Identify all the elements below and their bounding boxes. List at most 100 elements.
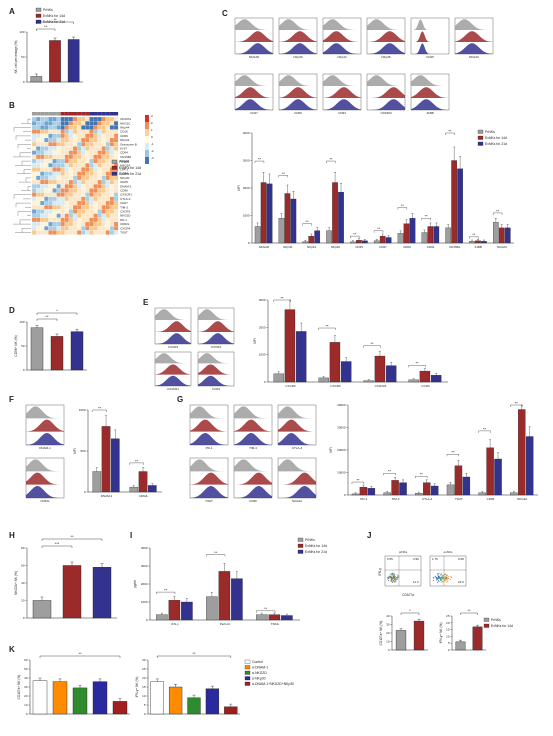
color-scale-label: 0 [151, 135, 153, 139]
heatmap-cell [31, 221, 37, 227]
histogram-curve [367, 19, 405, 30]
flow-event [396, 577, 398, 579]
flow-event [441, 575, 443, 577]
heatmap-row-label: CD69 [120, 134, 128, 138]
panel-letter-g: G [177, 395, 183, 404]
bar [350, 241, 356, 244]
heatmap-cell [97, 125, 102, 130]
heatmap-cell [48, 221, 53, 227]
heatmap-cell [113, 217, 119, 223]
heatmap-cell [81, 179, 86, 185]
y-axis-label: IFN-γ+ NK (%) [135, 677, 139, 698]
y-tick-label: 30 [386, 623, 390, 627]
significance-bracket [397, 207, 407, 210]
y-tick-label: 0 [84, 490, 86, 494]
heatmap-cell [77, 188, 82, 193]
heatmap-cell [113, 142, 119, 147]
legend-label: α-NKp30 [252, 677, 266, 681]
flow-event [435, 579, 437, 581]
heatmap-cell [89, 192, 94, 197]
heatmap-cell [81, 163, 86, 168]
y-tick-label: 2000 [141, 582, 148, 586]
heatmap-cell [36, 179, 41, 185]
y-tick-label: 3000 [259, 298, 266, 302]
histogram-curve [278, 406, 316, 419]
heatmap-cell [89, 200, 94, 206]
heatmap-cell [77, 179, 82, 185]
heatmap-cell [68, 213, 74, 218]
heatmap-cell [52, 142, 57, 147]
heatmap-cell [31, 142, 37, 147]
y-tick-label: 10 [446, 634, 450, 638]
heatmap-cell [109, 121, 115, 126]
heatmap-row-label: NKG2D [120, 214, 131, 218]
heatmap-cell [36, 221, 41, 227]
histogram-curve [411, 19, 449, 30]
heatmap-cell [64, 205, 69, 210]
bar [290, 198, 297, 244]
histogram-frame [410, 17, 450, 55]
histogram-curve [235, 19, 273, 30]
significance-bracket [302, 223, 312, 226]
histogram-label: CX3CR1 [167, 387, 179, 391]
heatmap-cell [44, 171, 49, 176]
bar [92, 567, 112, 619]
heatmap-cell [68, 226, 74, 231]
histogram-curve [411, 31, 449, 42]
heatmap-cell [36, 129, 41, 134]
heatmap-cell [101, 184, 106, 189]
heatmap-cell [40, 192, 45, 197]
significance-mark: ** [472, 232, 476, 237]
legend-swatch [35, 19, 42, 24]
heatmap-cell [93, 175, 98, 181]
heatmap-cell [44, 230, 49, 235]
heatmap-row-label: NKG2A [120, 163, 130, 167]
heatmap-cell [60, 209, 65, 214]
heatmap-cell [60, 217, 65, 223]
heatmap-row-label: CD96 [120, 189, 128, 193]
heatmap-cell [40, 121, 45, 126]
heatmap-cell [64, 158, 69, 164]
heatmap-cell [81, 150, 86, 155]
quadrant-value: 0.68 [458, 557, 464, 561]
y-tick-label: 3000 [243, 159, 250, 163]
heatmap-cell [77, 196, 82, 202]
flow-event [443, 580, 445, 582]
heatmap-cell [31, 137, 37, 143]
heatmap-cell [93, 179, 98, 185]
x-tick-label: IFN-γ [171, 622, 179, 626]
heatmap-cell [89, 230, 94, 235]
heatmap-cell [77, 158, 82, 164]
heatmap-cell [85, 121, 90, 126]
y-tick-label: 1000 [141, 600, 148, 604]
heatmap-cell [113, 184, 119, 189]
heatmap-cell [105, 129, 110, 134]
histogram-label: NKG2A [292, 499, 302, 503]
flow-event [444, 575, 446, 577]
significance-mark: ** [258, 156, 262, 161]
legend-swatch [35, 13, 42, 18]
significance-bracket [350, 235, 360, 239]
heatmap-cell [77, 184, 82, 189]
heatmap-cell [93, 137, 98, 143]
heatmap-cell [60, 171, 65, 176]
flow-event [438, 576, 439, 578]
heatmap-cell [44, 192, 49, 197]
heatmap-cell [68, 171, 74, 176]
histogram-curve [155, 364, 191, 375]
bar [493, 222, 499, 244]
y-axis-label: NKG2A+ NK (%) [14, 571, 18, 595]
heatmap-cell [64, 133, 69, 139]
bar-chart-c: 0 1000 2000 3000 4000 MFI ** NKG2D ** NKp30 ** NKp4… [237, 128, 514, 249]
y-axis-label: CD107a+ NK (%) [17, 675, 21, 700]
bar [52, 681, 68, 715]
heatmap-cell [105, 205, 110, 210]
significance-mark: ** [164, 588, 168, 593]
flow-event [446, 574, 448, 576]
histogram-curve [367, 31, 405, 42]
heatmap-cell [64, 179, 69, 185]
y-tick-label: 80 [21, 546, 25, 550]
bar-chart-a: 0 50 100 NK cell percentage (%) ** ** [14, 17, 83, 84]
y-axis-label: CD107a+ NK (%) [379, 621, 383, 646]
heatmap-cell [105, 200, 110, 206]
